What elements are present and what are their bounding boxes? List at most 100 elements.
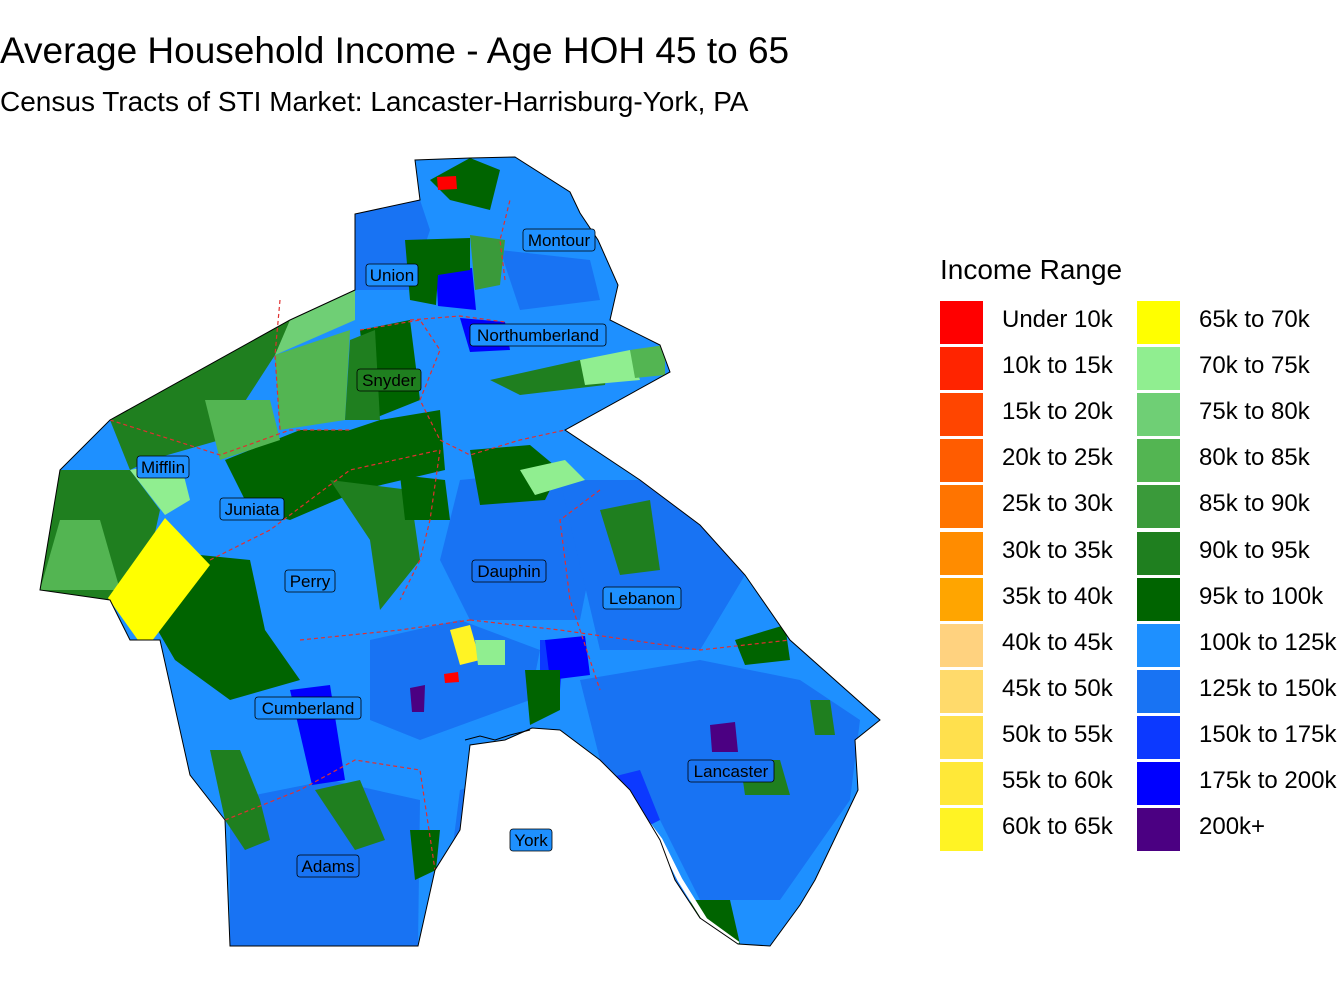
county-label-dauphin: Dauphin (471, 559, 547, 583)
map-title: Average Household Income - Age HOH 45 to… (0, 30, 790, 71)
tract-zone-95-100k (430, 158, 500, 210)
legend-label: 95k to 100k (1199, 582, 1324, 610)
legend-swatch (1137, 577, 1180, 621)
label-box (365, 263, 419, 287)
legend-swatch (1137, 301, 1180, 344)
tract-zone-95-100k (225, 410, 445, 520)
county-boundary (469, 619, 791, 651)
legend-label: 200k+ (1199, 813, 1266, 841)
map-regions (39, 156, 881, 947)
tract-zone-90-95k (580, 790, 630, 835)
label-box (687, 759, 775, 783)
legend-label: 45k to 50k (1002, 674, 1113, 702)
county-labels: Montour Union Northumberland Snyder Miff… (136, 228, 775, 878)
county-name: Cumberland (262, 699, 355, 718)
county-name: Juniata (225, 500, 280, 519)
legend-swatch (940, 531, 983, 575)
legend-swatch (940, 669, 983, 713)
county-boundary (409, 315, 506, 323)
label-box (602, 586, 682, 610)
legend-label: 55k to 60k (1002, 767, 1113, 794)
county-name: Union (370, 266, 414, 285)
county-name: Lancaster (694, 762, 769, 781)
tract-zone-under-10k (444, 672, 459, 683)
legend-label: 15k to 20k (1002, 398, 1113, 426)
legend-label: 75k to 80k (1199, 398, 1310, 426)
legend-label: 30k to 35k (1002, 536, 1113, 564)
legend-swatch (1137, 439, 1180, 483)
county-boundary (109, 419, 350, 456)
county-label-adams: Adams (296, 854, 360, 878)
tract-zone-90-95k (810, 700, 835, 735)
county-label-cumberland: Cumberland (254, 696, 362, 720)
legend-label: 60k to 65k (1002, 813, 1113, 841)
tract-zone-85-90k (470, 235, 505, 290)
county-name: Montour (528, 231, 591, 250)
county-name: York (514, 831, 548, 850)
county-boundary (439, 429, 566, 456)
legend-swatch (940, 485, 983, 529)
legend-swatch (940, 301, 983, 344)
tract-zone-90-95k (210, 750, 270, 850)
tract-zone-200k-plus (410, 685, 425, 712)
legend-swatch (1137, 485, 1180, 529)
tract-zone-80-85k (275, 330, 350, 430)
label-box (296, 854, 360, 878)
legend-swatch (1137, 715, 1180, 759)
county-boundary (559, 489, 601, 691)
county-label-montour: Montour (522, 228, 596, 252)
county-name: Dauphin (477, 562, 540, 581)
legend-label: 150k to 175k (1199, 720, 1337, 748)
legend-label: 85k to 90k (1199, 490, 1310, 518)
tract-zone-90-95k (315, 780, 385, 850)
tract-zone-90-95k (330, 480, 420, 610)
river-line (464, 729, 531, 741)
county-boundary (299, 619, 471, 641)
legend-label: 90k to 95k (1199, 536, 1310, 564)
legend-swatch (1137, 531, 1180, 575)
county-label-mifflin: Mifflin (136, 455, 190, 479)
legend-label: 80k to 85k (1199, 444, 1310, 472)
legend-label: 175k to 200k (1199, 767, 1337, 794)
tract-zone-95-100k (410, 830, 440, 880)
tract-zone-90-95k (600, 500, 660, 575)
county-label-perry: Perry (284, 569, 336, 593)
market-outline (39, 156, 881, 947)
legend-swatch (940, 762, 983, 805)
county-label-snyder: Snyder (356, 368, 422, 392)
label-box (254, 696, 362, 720)
county-name: Adams (302, 857, 355, 876)
county-label-juniata: Juniata (219, 497, 285, 521)
county-boundary (224, 759, 436, 871)
label-box (356, 368, 422, 392)
legend-label: 65k to 70k (1199, 306, 1310, 333)
legend-swatch (1137, 669, 1180, 713)
tract-zone-95-100k (525, 670, 560, 725)
legend-label: 40k to 45k (1002, 628, 1113, 656)
tract-zone-95-100k (400, 475, 450, 520)
county-boundary (399, 449, 441, 601)
county-name: Snyder (362, 371, 416, 390)
legend-label: 35k to 40k (1002, 582, 1113, 610)
county-boundaries (109, 199, 791, 871)
legend-swatch (940, 715, 983, 759)
county-label-lancaster: Lancaster (687, 759, 775, 783)
legend-title: Income Range (940, 254, 1123, 285)
county-name: Northumberland (477, 326, 599, 345)
map-subtitle: Census Tracts of STI Market: Lancaster-H… (0, 86, 749, 117)
legend-swatch (940, 439, 983, 483)
tract-zone-65-70k (108, 518, 210, 650)
legend-swatch (940, 577, 983, 621)
county-label-northumberland: Northumberland (469, 323, 607, 347)
county-name: Mifflin (141, 458, 185, 477)
tract-zone-200k-plus (500, 780, 516, 798)
tract-zone-175-200k (436, 268, 476, 310)
legend-label: 125k to 150k (1199, 674, 1337, 702)
tract-zone-70-75k (580, 350, 640, 385)
tract-zone-70-75k (475, 640, 505, 665)
legend-label: Under 10k (1002, 306, 1113, 333)
tract-zone-under-10k (437, 176, 457, 190)
label-box (509, 828, 553, 852)
legend-label: 70k to 75k (1199, 352, 1310, 380)
tract-zone-95-100k (405, 238, 470, 305)
